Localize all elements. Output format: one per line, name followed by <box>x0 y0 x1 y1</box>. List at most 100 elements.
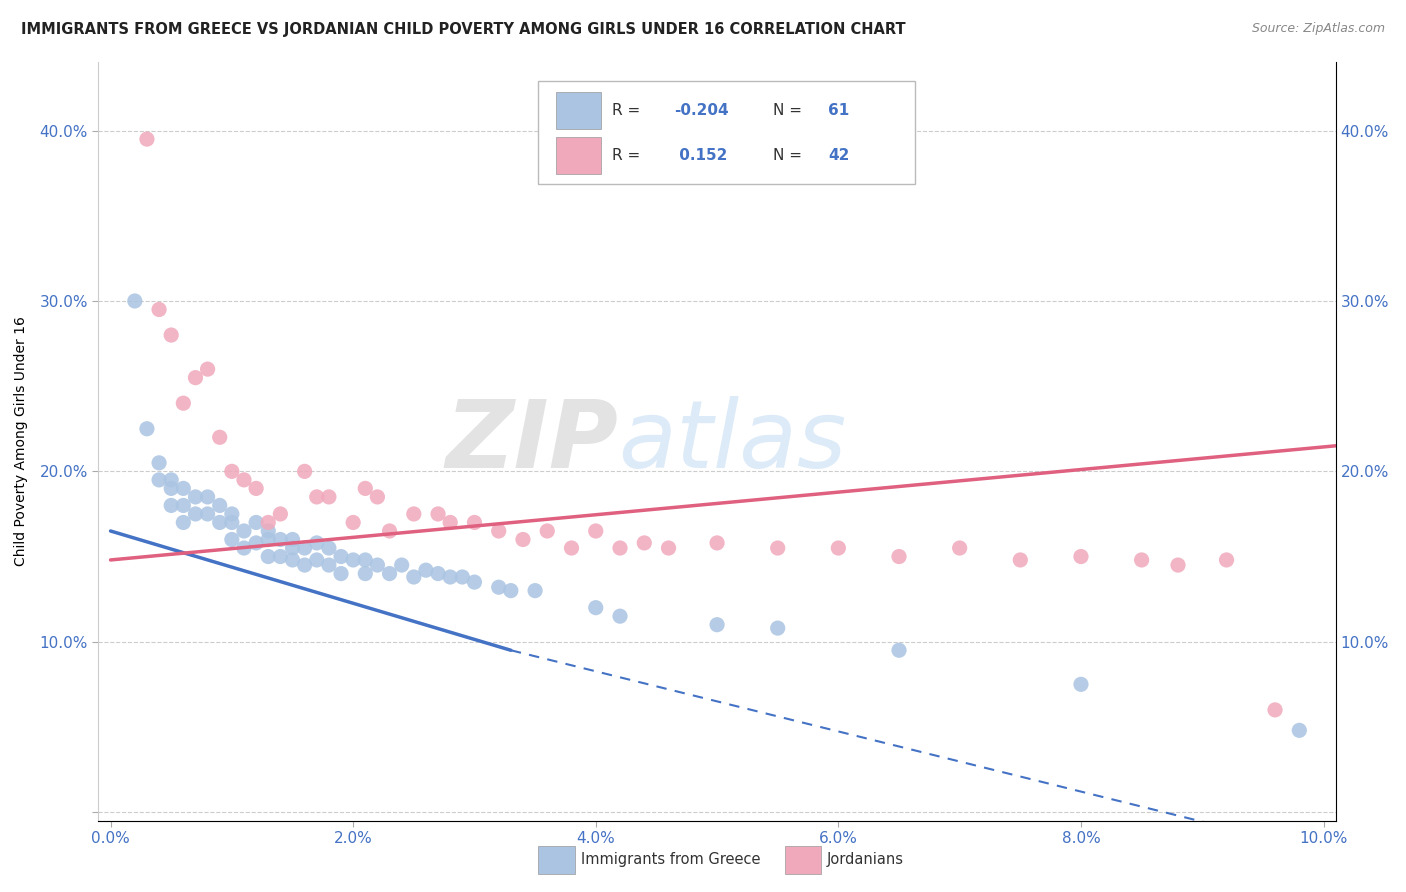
Text: R =: R = <box>612 148 645 163</box>
Point <box>233 473 256 487</box>
Point <box>366 490 388 504</box>
Point <box>488 524 510 538</box>
Point <box>1130 553 1153 567</box>
Text: atlas: atlas <box>619 396 846 487</box>
Point <box>488 580 510 594</box>
Point <box>294 541 316 555</box>
Text: R =: R = <box>612 103 645 118</box>
FancyBboxPatch shape <box>537 81 915 184</box>
Point <box>378 566 401 581</box>
Point <box>330 549 353 564</box>
Point <box>269 507 291 521</box>
Point <box>706 617 728 632</box>
Point <box>609 609 631 624</box>
Point <box>160 473 183 487</box>
Point <box>257 524 280 538</box>
Point <box>949 541 972 555</box>
Text: N =: N = <box>773 103 807 118</box>
Point <box>1264 703 1286 717</box>
Point <box>887 643 910 657</box>
Point <box>124 293 146 308</box>
Point <box>427 507 450 521</box>
Text: -0.204: -0.204 <box>673 103 728 118</box>
Point <box>269 549 291 564</box>
Point <box>766 541 789 555</box>
Point <box>148 302 170 317</box>
Point <box>136 132 159 146</box>
Point <box>172 499 194 513</box>
Point <box>415 563 437 577</box>
Point <box>148 456 170 470</box>
Point <box>463 516 485 530</box>
Point <box>208 499 231 513</box>
Text: Jordanians: Jordanians <box>827 853 904 867</box>
Point <box>512 533 534 547</box>
Text: ZIP: ZIP <box>446 395 619 488</box>
Point <box>294 464 316 478</box>
Text: 61: 61 <box>828 103 849 118</box>
Point <box>245 482 267 496</box>
Text: Source: ZipAtlas.com: Source: ZipAtlas.com <box>1251 22 1385 36</box>
Point <box>354 566 377 581</box>
Point <box>439 516 461 530</box>
Point <box>221 516 243 530</box>
Point <box>136 422 159 436</box>
Point <box>536 524 558 538</box>
Text: 0.152: 0.152 <box>673 148 727 163</box>
Point <box>585 524 607 538</box>
Point <box>257 516 280 530</box>
Point <box>330 566 353 581</box>
Point <box>1215 553 1237 567</box>
Point <box>294 558 316 572</box>
Point <box>378 524 401 538</box>
Point <box>184 370 207 384</box>
Point <box>827 541 849 555</box>
Point <box>305 553 328 567</box>
Point <box>402 570 425 584</box>
FancyBboxPatch shape <box>557 92 600 128</box>
Point <box>451 570 474 584</box>
Point <box>657 541 679 555</box>
Point <box>208 430 231 444</box>
Text: Immigrants from Greece: Immigrants from Greece <box>581 853 761 867</box>
Point <box>305 536 328 550</box>
Point <box>1070 549 1092 564</box>
Point <box>524 583 547 598</box>
Point <box>318 490 340 504</box>
Point <box>257 549 280 564</box>
Point <box>245 516 267 530</box>
Point <box>208 516 231 530</box>
Point <box>281 533 304 547</box>
Point <box>354 482 377 496</box>
Text: IMMIGRANTS FROM GREECE VS JORDANIAN CHILD POVERTY AMONG GIRLS UNDER 16 CORRELATI: IMMIGRANTS FROM GREECE VS JORDANIAN CHIL… <box>21 22 905 37</box>
Point <box>172 396 194 410</box>
Point <box>281 553 304 567</box>
Point <box>257 533 280 547</box>
Point <box>245 536 267 550</box>
Point <box>439 570 461 584</box>
Point <box>160 328 183 343</box>
Point <box>269 533 291 547</box>
Point <box>1070 677 1092 691</box>
Point <box>305 490 328 504</box>
Point <box>766 621 789 635</box>
Point <box>342 516 364 530</box>
Point <box>402 507 425 521</box>
Point <box>197 362 219 376</box>
Point <box>172 482 194 496</box>
Point <box>499 583 522 598</box>
Point <box>233 541 256 555</box>
Point <box>1167 558 1189 572</box>
Point <box>366 558 388 572</box>
Point <box>184 490 207 504</box>
Point <box>281 541 304 555</box>
Point <box>342 553 364 567</box>
FancyBboxPatch shape <box>557 136 600 174</box>
Point <box>221 533 243 547</box>
Point <box>391 558 413 572</box>
Text: N =: N = <box>773 148 807 163</box>
Point <box>1288 723 1310 738</box>
Point <box>221 464 243 478</box>
Point <box>609 541 631 555</box>
Point <box>318 541 340 555</box>
